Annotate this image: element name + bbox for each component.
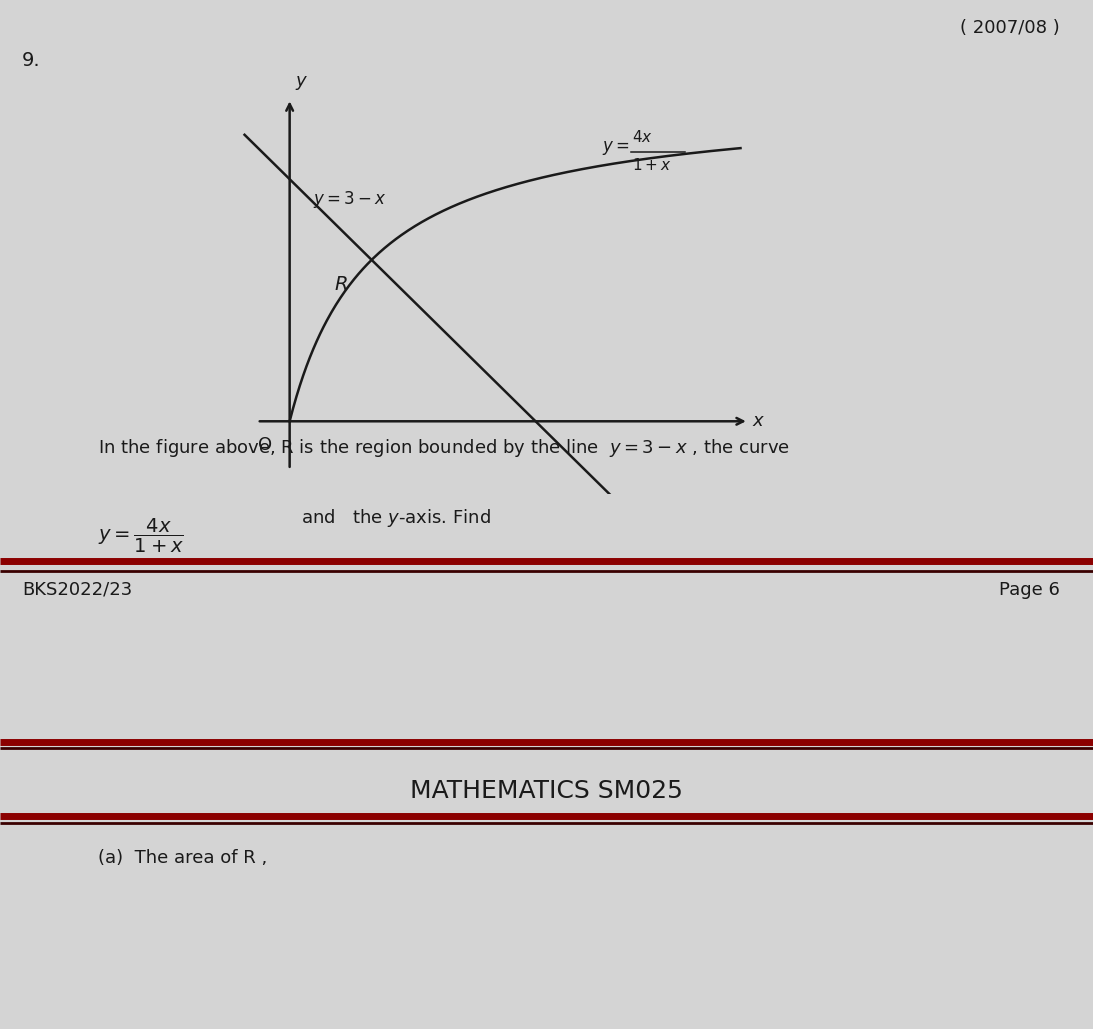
Text: MATHEMATICS SM025: MATHEMATICS SM025 <box>410 779 683 803</box>
Text: In the figure above, R is the region bounded by the line  $y = 3-x$ , the curve: In the figure above, R is the region bou… <box>98 437 790 459</box>
Text: BKS2022/23: BKS2022/23 <box>22 580 132 599</box>
Text: O: O <box>258 436 272 455</box>
Text: $y = \dfrac{4x}{1+x}$: $y = \dfrac{4x}{1+x}$ <box>98 517 185 555</box>
Text: (a)  The area of R ,: (a) The area of R , <box>98 849 268 867</box>
Text: y: y <box>295 72 306 91</box>
Text: ( 2007/08 ): ( 2007/08 ) <box>961 20 1060 37</box>
Text: and   the $y$-axis. Find: and the $y$-axis. Find <box>290 507 491 529</box>
Text: $1+x$: $1+x$ <box>632 156 672 173</box>
Text: R: R <box>334 275 349 293</box>
Text: $y =$: $y =$ <box>602 140 630 157</box>
Text: x: x <box>753 413 763 430</box>
Text: Page 6: Page 6 <box>999 580 1060 599</box>
Text: $4x$: $4x$ <box>632 130 654 145</box>
Text: 9.: 9. <box>22 51 40 70</box>
Text: $y = 3 - x$: $y = 3 - x$ <box>313 189 386 210</box>
